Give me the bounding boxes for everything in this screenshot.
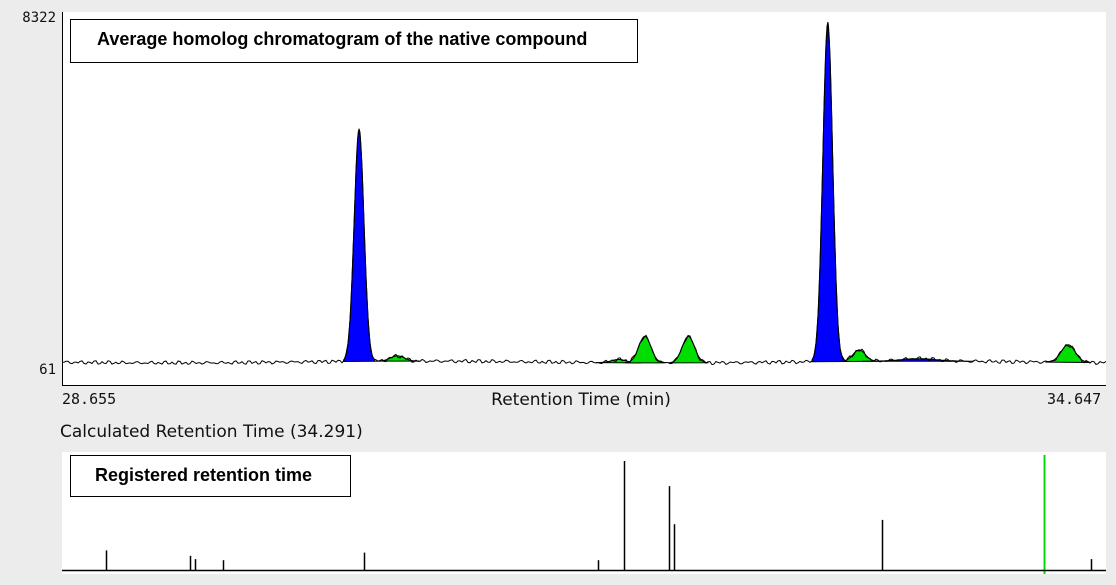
registered-rt-svg (62, 455, 1106, 574)
x-tick-max: 34.647 (1047, 390, 1102, 408)
calculated-retention-time-label: Calculated Retention Time (34.291) (60, 422, 363, 442)
peak-8 (1045, 344, 1091, 364)
chromatogram-trace (62, 22, 1106, 366)
chromatogram-plot-area (62, 12, 1106, 386)
peak-6 (839, 349, 880, 363)
chart-title-box: Average homolog chromatogram of the nati… (70, 19, 638, 63)
x-axis-label: Retention Time (min) (491, 390, 671, 410)
peak-5 (811, 22, 844, 363)
chromatogram-svg (62, 12, 1106, 386)
peak-0 (343, 128, 376, 363)
x-tick-min: 28.655 (62, 390, 117, 408)
y-tick-min: 61 (39, 362, 56, 378)
registered-rt-title-box: Registered retention time (70, 455, 351, 497)
y-tick-max: 8322 (22, 10, 56, 26)
